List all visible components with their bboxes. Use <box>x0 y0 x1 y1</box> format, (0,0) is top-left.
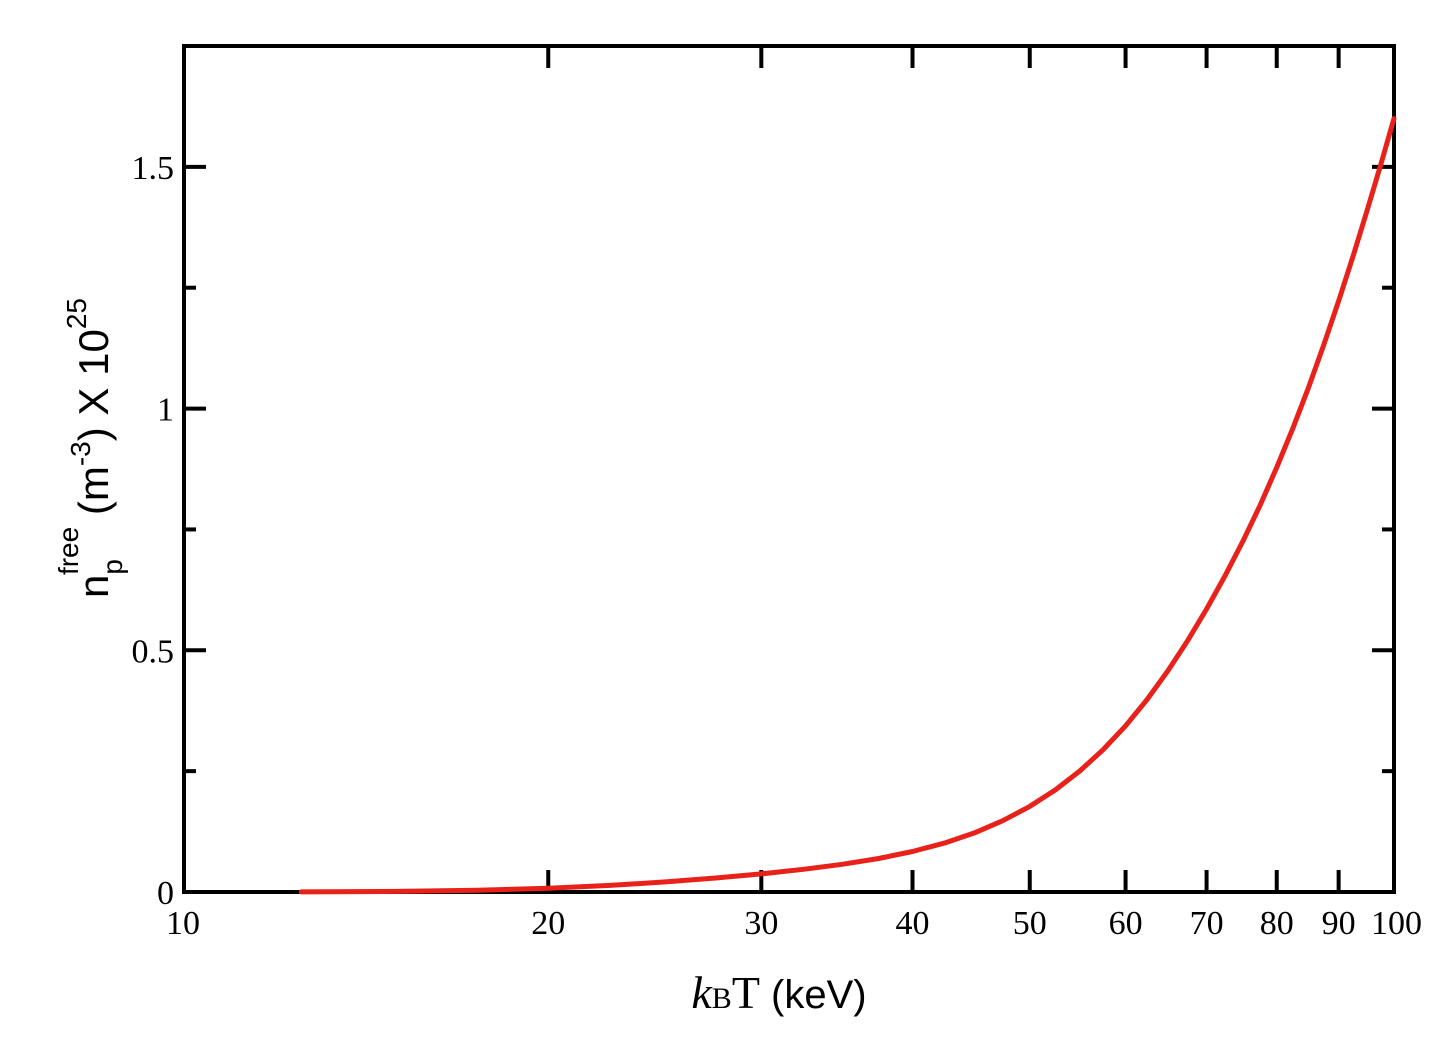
x-tick-label: 40 <box>895 905 929 942</box>
x-axis-label: kBT (keV) <box>691 967 866 1018</box>
tick-labels: 10 20 30 40 50 60 70 80 90 100 0 0.5 1 1.5 <box>132 150 1423 942</box>
x-tick-label: 60 <box>1109 905 1143 942</box>
y-tick-label: 0.5 <box>132 633 175 670</box>
x-tick-label: 70 <box>1190 905 1224 942</box>
y-tick-label: 1 <box>157 392 174 429</box>
series-line <box>298 116 1397 895</box>
y-tick-label: 1.5 <box>132 150 175 187</box>
plot-frame <box>182 44 1396 894</box>
x-tick-label: 30 <box>744 905 778 942</box>
x-tick-label: 90 <box>1322 905 1356 942</box>
y-tick-label: 0 <box>157 875 174 912</box>
ticks <box>184 46 1394 892</box>
y-axis-label: npfree (m-3) X 1025 <box>53 298 128 598</box>
x-tick-label: 50 <box>1013 905 1047 942</box>
x-tick-label: 80 <box>1260 905 1294 942</box>
x-tick-label: 20 <box>531 905 565 942</box>
x-tick-label: 10 <box>166 905 200 942</box>
x-tick-label: 100 <box>1371 905 1422 942</box>
